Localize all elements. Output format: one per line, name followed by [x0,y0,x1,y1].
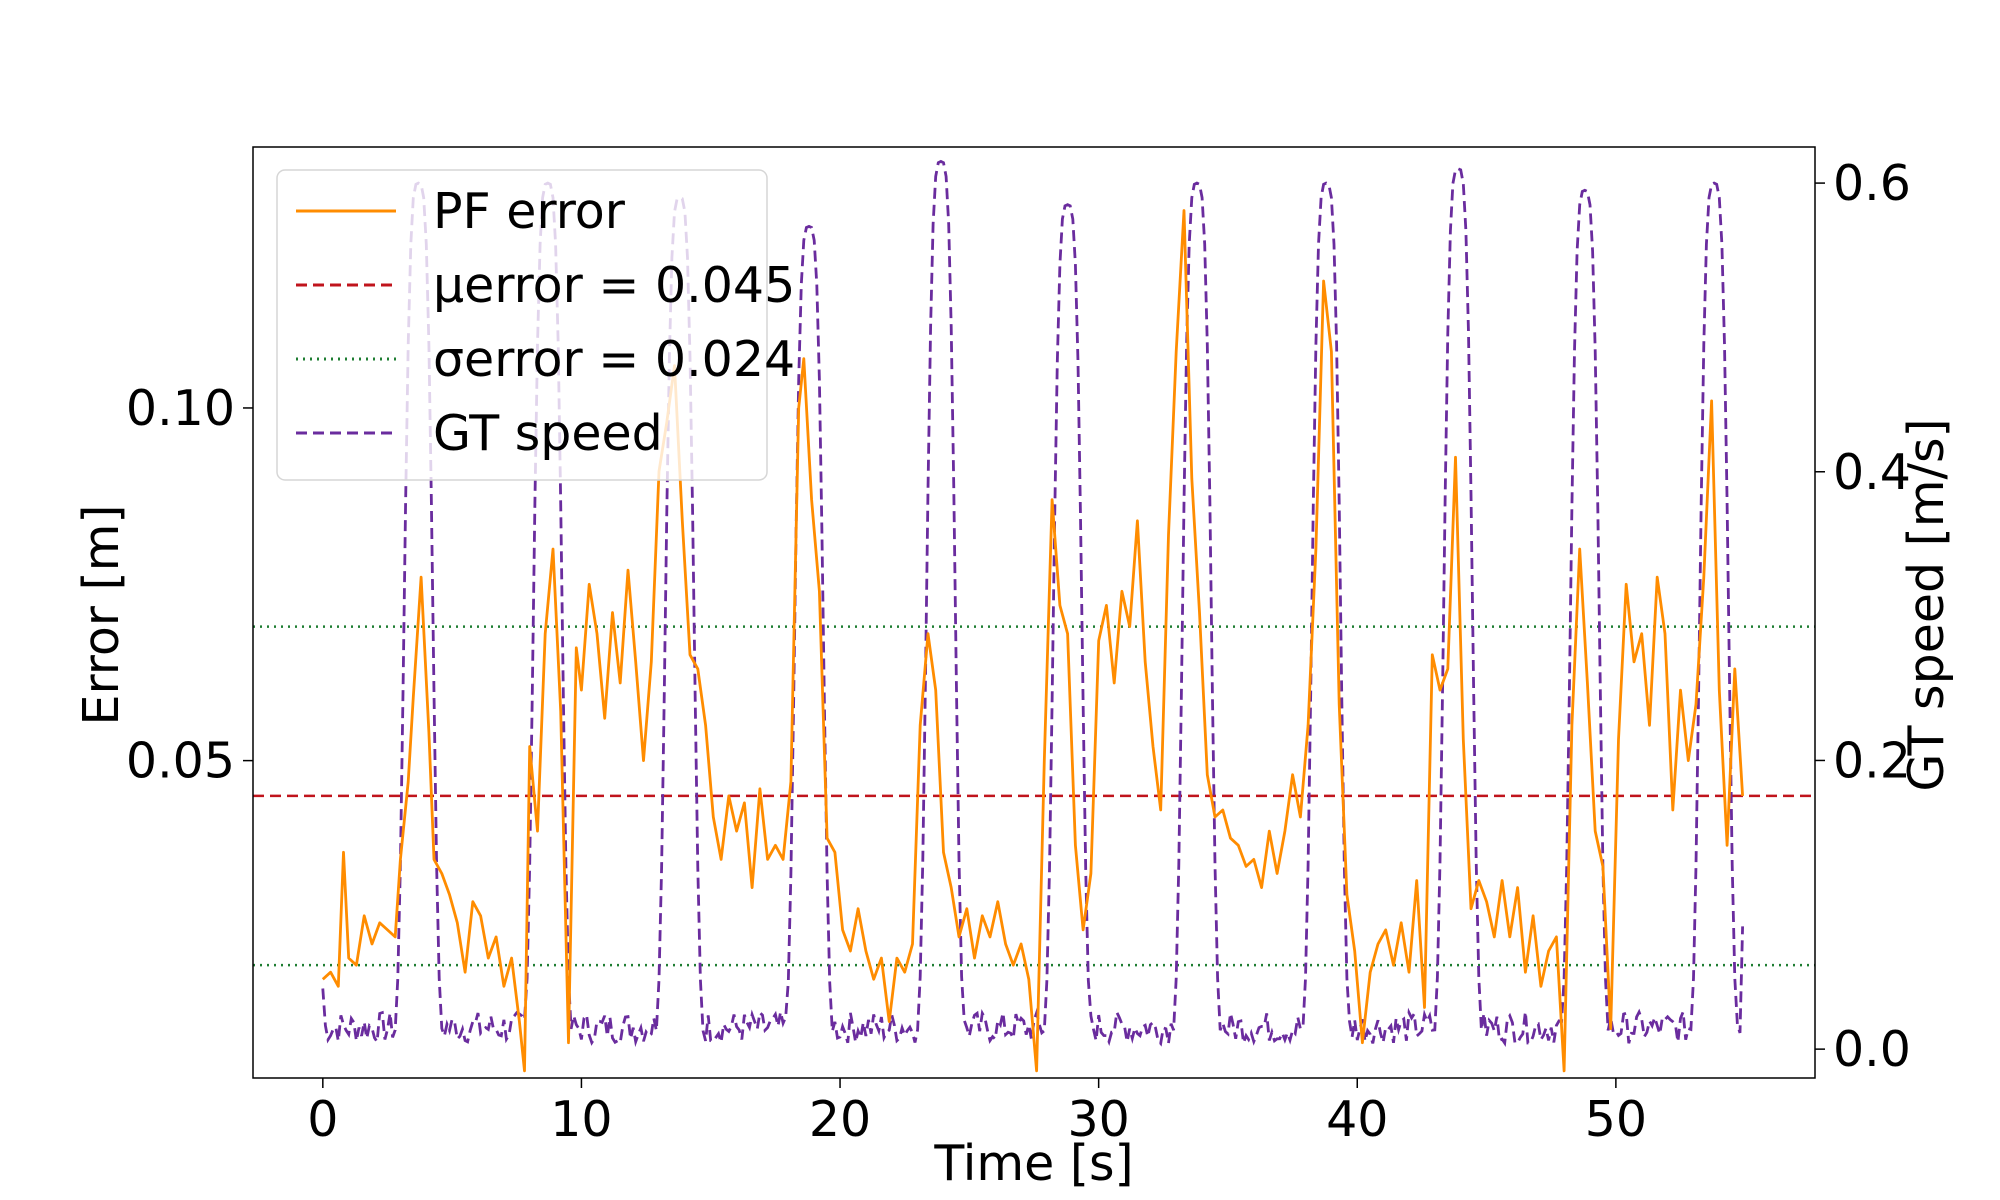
right-tick-label: 0.2 [1833,732,1911,789]
pf-error-line [321,209,1744,1073]
x-tick-label: 20 [809,1091,871,1148]
x-axis-label: Time [s] [933,1135,1133,1192]
right-tick-label: 0.4 [1833,444,1911,501]
left-tick-label: 0.10 [126,380,235,437]
x-tick-label: 40 [1326,1091,1388,1148]
x-tick-label: 0 [307,1091,338,1148]
left-axis-label: Error [m] [73,505,130,726]
x-tick-label: 50 [1585,1091,1647,1148]
legend-label-pf-error: PF error [433,183,626,240]
right-tick-label: 0.0 [1833,1021,1911,1078]
right-tick-label: 0.6 [1833,155,1911,212]
plot-frame [252,146,1816,1079]
x-tick-label: 30 [1067,1091,1129,1148]
legend-label-gt-speed: GT speed [433,405,663,462]
legend-box [276,169,768,481]
legend: PF error μerror = 0.045 σerror = 0.024 G… [276,169,795,481]
pf-error-layer [321,209,1744,1073]
right-axis-label: GT speed [m/s] [1898,418,1955,791]
legend-label-std: σerror = 0.024 [433,331,795,388]
legend-label-mean: μerror = 0.045 [433,257,795,314]
x-tick-label: 10 [550,1091,612,1148]
left-tick-label: 0.05 [126,733,235,790]
right-axis-ticks: 0.0 0.2 0.4 0.6 [1815,155,1911,1078]
x-axis-ticks: 0 10 20 30 40 50 [307,1078,1647,1148]
left-axis-ticks: 0.05 0.10 [126,380,253,790]
